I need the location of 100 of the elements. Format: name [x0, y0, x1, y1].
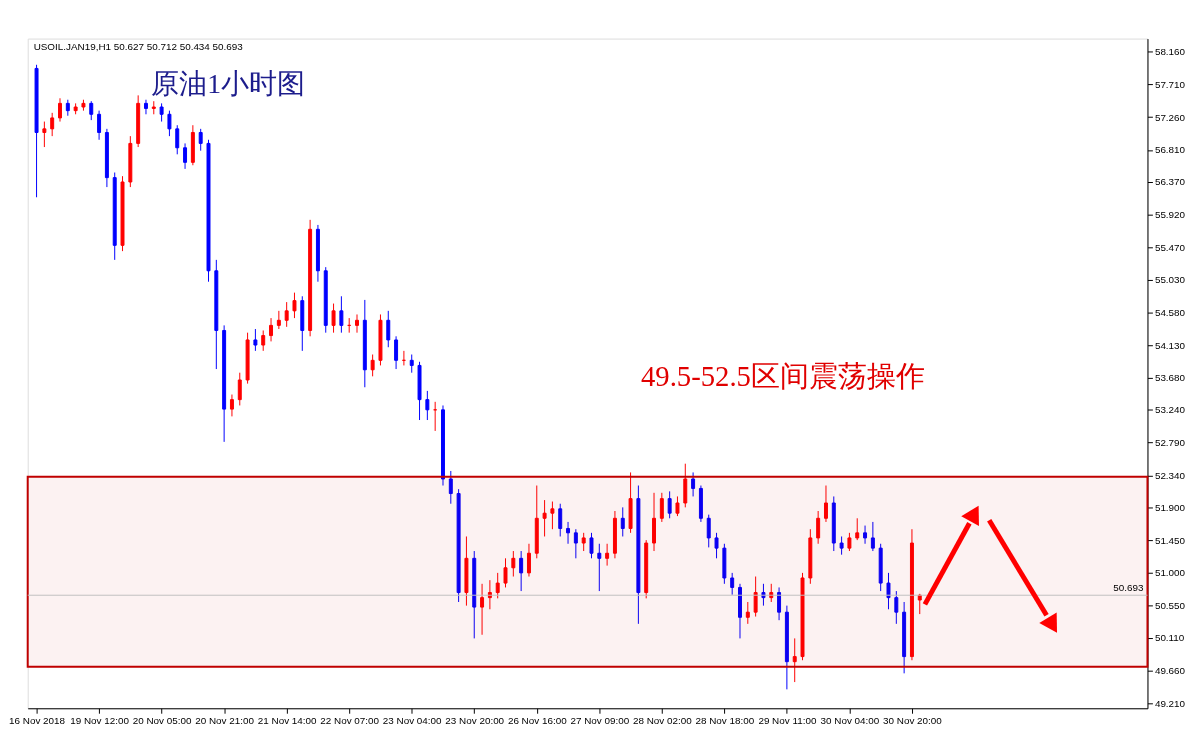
candlestick	[276, 310, 281, 330]
candlestick	[198, 128, 203, 152]
candlestick	[409, 354, 414, 374]
y-tick-label: 55.470	[1154, 241, 1186, 253]
y-tick-label: 56.370	[1154, 176, 1186, 188]
ref-line-label: 50.693	[1113, 582, 1144, 594]
candlestick	[581, 532, 586, 552]
candlestick	[394, 335, 399, 370]
candlestick	[89, 100, 94, 121]
y-tick-label: 49.210	[1154, 697, 1186, 709]
candlestick	[792, 637, 797, 683]
candlestick	[526, 543, 531, 578]
y-tick-label: 53.680	[1154, 372, 1186, 384]
candlestick	[511, 550, 516, 578]
candlestick	[143, 99, 148, 115]
candlestick	[331, 303, 336, 334]
candlestick	[503, 557, 508, 588]
y-tick-label: 56.810	[1154, 144, 1186, 156]
candlestick	[425, 390, 430, 421]
y-tick-label: 52.790	[1154, 437, 1186, 449]
candlestick	[284, 301, 289, 328]
candlestick	[175, 124, 180, 155]
candlestick	[659, 492, 664, 523]
candlestick	[886, 572, 891, 610]
candlestick	[597, 543, 602, 592]
y-tick-label: 57.710	[1154, 78, 1186, 90]
candlestick	[777, 586, 782, 621]
candlestick	[855, 517, 860, 541]
x-tick-label: 26 Nov 16:00	[507, 714, 568, 726]
x-tick-label: 16 Nov 2018	[9, 714, 66, 726]
candlestick	[229, 394, 234, 417]
candlestick	[839, 535, 844, 556]
candlestick	[97, 110, 102, 141]
candlestick	[370, 354, 375, 377]
candlestick	[480, 583, 485, 636]
candlestick	[714, 532, 719, 559]
y-tick-label: 49.660	[1154, 664, 1186, 676]
y-tick-label: 51.000	[1154, 567, 1186, 579]
candlestick	[58, 97, 62, 123]
candlestick	[667, 490, 672, 519]
candlestick	[519, 550, 524, 592]
y-tick-label: 51.450	[1154, 534, 1186, 546]
candlestick	[386, 310, 391, 348]
candlestick	[542, 499, 547, 537]
candlestick	[761, 583, 766, 607]
candlestick	[823, 485, 828, 523]
x-tick-label: 20 Nov 05:00	[132, 714, 192, 726]
y-tick-label: 55.920	[1154, 209, 1186, 221]
candlestick	[237, 372, 242, 406]
candlestick	[589, 532, 594, 559]
candlestick	[870, 521, 875, 552]
candlestick	[167, 110, 172, 137]
candlestick	[339, 295, 344, 334]
y-tick-label: 57.260	[1154, 111, 1186, 123]
x-tick-label: 23 Nov 04:00	[382, 714, 443, 726]
candlestick	[42, 121, 47, 148]
chart-title: USOIL.JAN19,H1 50.627 50.712 50.434 50.693	[33, 41, 244, 53]
annotation: 49.5-52.5区间震荡操作	[641, 359, 925, 392]
y-tick-label: 50.110	[1154, 632, 1185, 644]
candlestick	[847, 532, 852, 552]
y-tick-label: 55.030	[1154, 273, 1186, 285]
x-tick-label: 28 Nov 18:00	[695, 714, 755, 726]
candlestick	[50, 112, 55, 137]
y-tick-label: 52.340	[1154, 469, 1186, 481]
candlestick	[863, 525, 868, 545]
y-tick-label: 58.160	[1154, 46, 1186, 58]
x-tick-label: 23 Nov 20:00	[445, 714, 505, 726]
x-tick-label: 28 Nov 02:00	[632, 714, 693, 726]
y-tick-label: 54.130	[1154, 339, 1186, 351]
candlestick	[894, 590, 899, 625]
candlestick	[816, 510, 821, 545]
candlestick	[253, 328, 258, 352]
candlestick	[261, 329, 266, 352]
y-tick-label: 54.580	[1154, 306, 1186, 318]
x-tick-label: 21 Nov 14:00	[257, 714, 318, 726]
candlestick	[917, 593, 922, 615]
candlestick	[558, 503, 563, 537]
candlestick	[495, 572, 500, 599]
candlestick	[745, 601, 750, 625]
candlestick	[620, 506, 625, 537]
candlestick	[292, 292, 297, 319]
x-tick-label: 20 Nov 21:00	[195, 714, 255, 726]
candlestick	[706, 514, 711, 548]
candlestick	[269, 317, 274, 342]
candlestick	[566, 521, 571, 545]
x-tick-label: 30 Nov 04:00	[820, 714, 880, 726]
x-tick-label: 19 Nov 12:00	[70, 714, 130, 726]
x-tick-label: 30 Nov 20:00	[883, 714, 943, 726]
candlestick	[675, 495, 680, 517]
y-tick-label: 50.550	[1154, 600, 1186, 612]
candlestick	[355, 313, 359, 334]
y-tick-label: 51.900	[1154, 501, 1186, 513]
candlestick	[605, 543, 610, 567]
candlestick	[573, 528, 578, 559]
y-tick-label: 53.240	[1154, 404, 1186, 416]
x-tick-label: 27 Nov 09:00	[570, 714, 630, 726]
candlestick	[730, 572, 735, 596]
x-tick-label: 22 Nov 07:00	[320, 714, 380, 726]
candlestick	[550, 501, 555, 530]
candlestick	[183, 142, 188, 170]
